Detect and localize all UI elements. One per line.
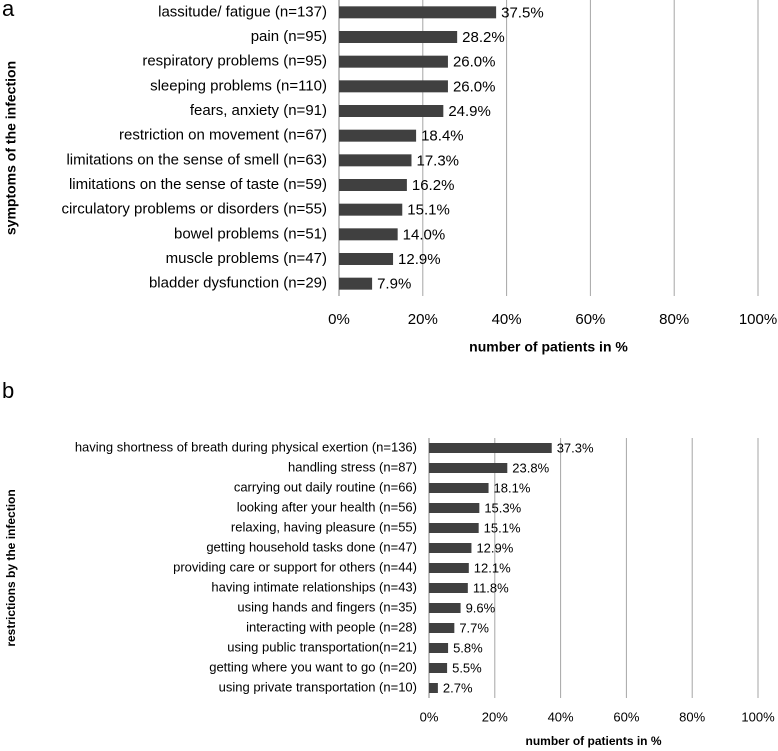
y-tick-label: getting household tasks done (n=47) [206,539,417,554]
bar [429,643,449,653]
value-label: 16.2% [412,177,455,194]
value-label: 37.3% [557,440,594,455]
y-tick-label: bowel problems (n=51) [174,225,327,242]
x-tick-label: 40% [492,311,522,328]
y-tick-label: bladder dysfunction (n=29) [149,275,327,292]
y-tick-label: sleeping problems (n=110) [150,77,327,94]
bar [339,228,398,241]
y-tick-label: circulatory problems or disorders (n=55) [61,201,327,218]
value-label: 2.7% [443,680,473,695]
bar [429,503,480,513]
x-tick-label: 60% [613,709,639,724]
y-tick-label: getting where you want to go (n=20) [209,659,417,674]
bar [429,443,552,453]
bar [339,179,407,191]
value-label: 17.3% [416,152,459,169]
bar [429,683,438,693]
y-tick-label: carrying out daily routine (n=66) [234,479,417,494]
x-tick-label: 40% [548,709,574,724]
y-tick-label: using private transportation (n=10) [219,679,417,694]
y-tick-label: using hands and fingers (n=35) [237,599,417,614]
value-label: 15.1% [407,202,450,219]
x-tick-label: 60% [575,311,605,328]
bar [429,463,508,473]
bar [429,563,469,573]
value-label: 37.5% [501,4,544,21]
y-tick-label: using public transportation(n=21) [227,639,417,654]
y-tick-label: relaxing, having pleasure (n=55) [231,519,417,534]
bar [339,6,497,19]
y-axis-title: symptoms of the infection [3,61,19,235]
bar [339,105,444,117]
value-label: 24.9% [448,103,491,120]
y-tick-label: lassitude/ fatigue (n=137) [158,3,327,20]
value-label: 26.0% [453,78,496,95]
bar [339,55,448,68]
x-tick-label: 80% [659,311,689,328]
y-tick-label: muscle problems (n=47) [166,250,327,267]
bar [339,203,403,216]
x-tick-label: 100% [739,311,777,328]
x-tick-label: 20% [408,311,438,328]
x-axis-title: number of patients in % [469,339,628,355]
panel-label: a [2,0,15,21]
bar [429,623,455,633]
value-label: 7.9% [377,276,411,293]
value-label: 12.9% [398,251,441,268]
x-tick-label: 0% [420,709,439,724]
y-tick-label: limitations on the sense of taste (n=59) [69,176,327,193]
value-label: 18.1% [494,480,531,495]
x-tick-label: 80% [679,709,705,724]
y-axis-title: restrictions by the infection [4,489,18,646]
value-label: 26.0% [453,54,496,71]
bar [429,603,461,613]
y-tick-label: interacting with people (n=28) [246,619,417,634]
y-tick-label: looking after your health (n=56) [237,499,417,514]
value-label: 9.6% [466,600,496,615]
bar [339,129,417,142]
bar [339,154,412,167]
bar [429,543,472,553]
y-tick-label: restriction on movement (n=67) [119,127,327,144]
value-label: 5.5% [452,660,482,675]
value-label: 23.8% [512,460,549,475]
x-tick-label: 100% [741,709,775,724]
y-tick-label: handling stress (n=87) [288,459,417,474]
bar [429,523,479,533]
bar [339,31,458,43]
y-tick-label: limitations on the sense of smell (n=63) [66,151,327,168]
bar [429,483,489,493]
value-label: 14.0% [403,226,446,243]
bar [429,663,448,673]
value-label: 15.1% [484,520,521,535]
y-tick-label: respiratory problems (n=95) [142,53,327,70]
y-tick-label: fears, anxiety (n=91) [190,102,327,119]
value-label: 5.8% [453,640,483,655]
panel-label: b [2,378,14,403]
x-tick-label: 0% [328,311,350,328]
value-label: 15.3% [484,500,521,515]
value-label: 12.1% [474,560,511,575]
y-tick-label: having intimate relationships (n=43) [211,579,417,594]
value-label: 28.2% [462,29,505,46]
bar [429,583,468,593]
x-axis-title: number of patients in % [525,734,661,748]
value-label: 7.7% [459,620,489,635]
value-label: 12.9% [476,540,513,555]
bar [339,253,394,265]
x-tick-label: 20% [482,709,508,724]
value-label: 11.8% [473,580,509,595]
bar [339,80,448,93]
y-tick-label: having shortness of breath during physic… [75,439,417,454]
value-label: 18.4% [421,128,464,145]
bar [339,277,373,290]
y-tick-label: providing care or support for others (n=… [173,559,417,574]
y-tick-label: pain (n=95) [251,28,327,45]
